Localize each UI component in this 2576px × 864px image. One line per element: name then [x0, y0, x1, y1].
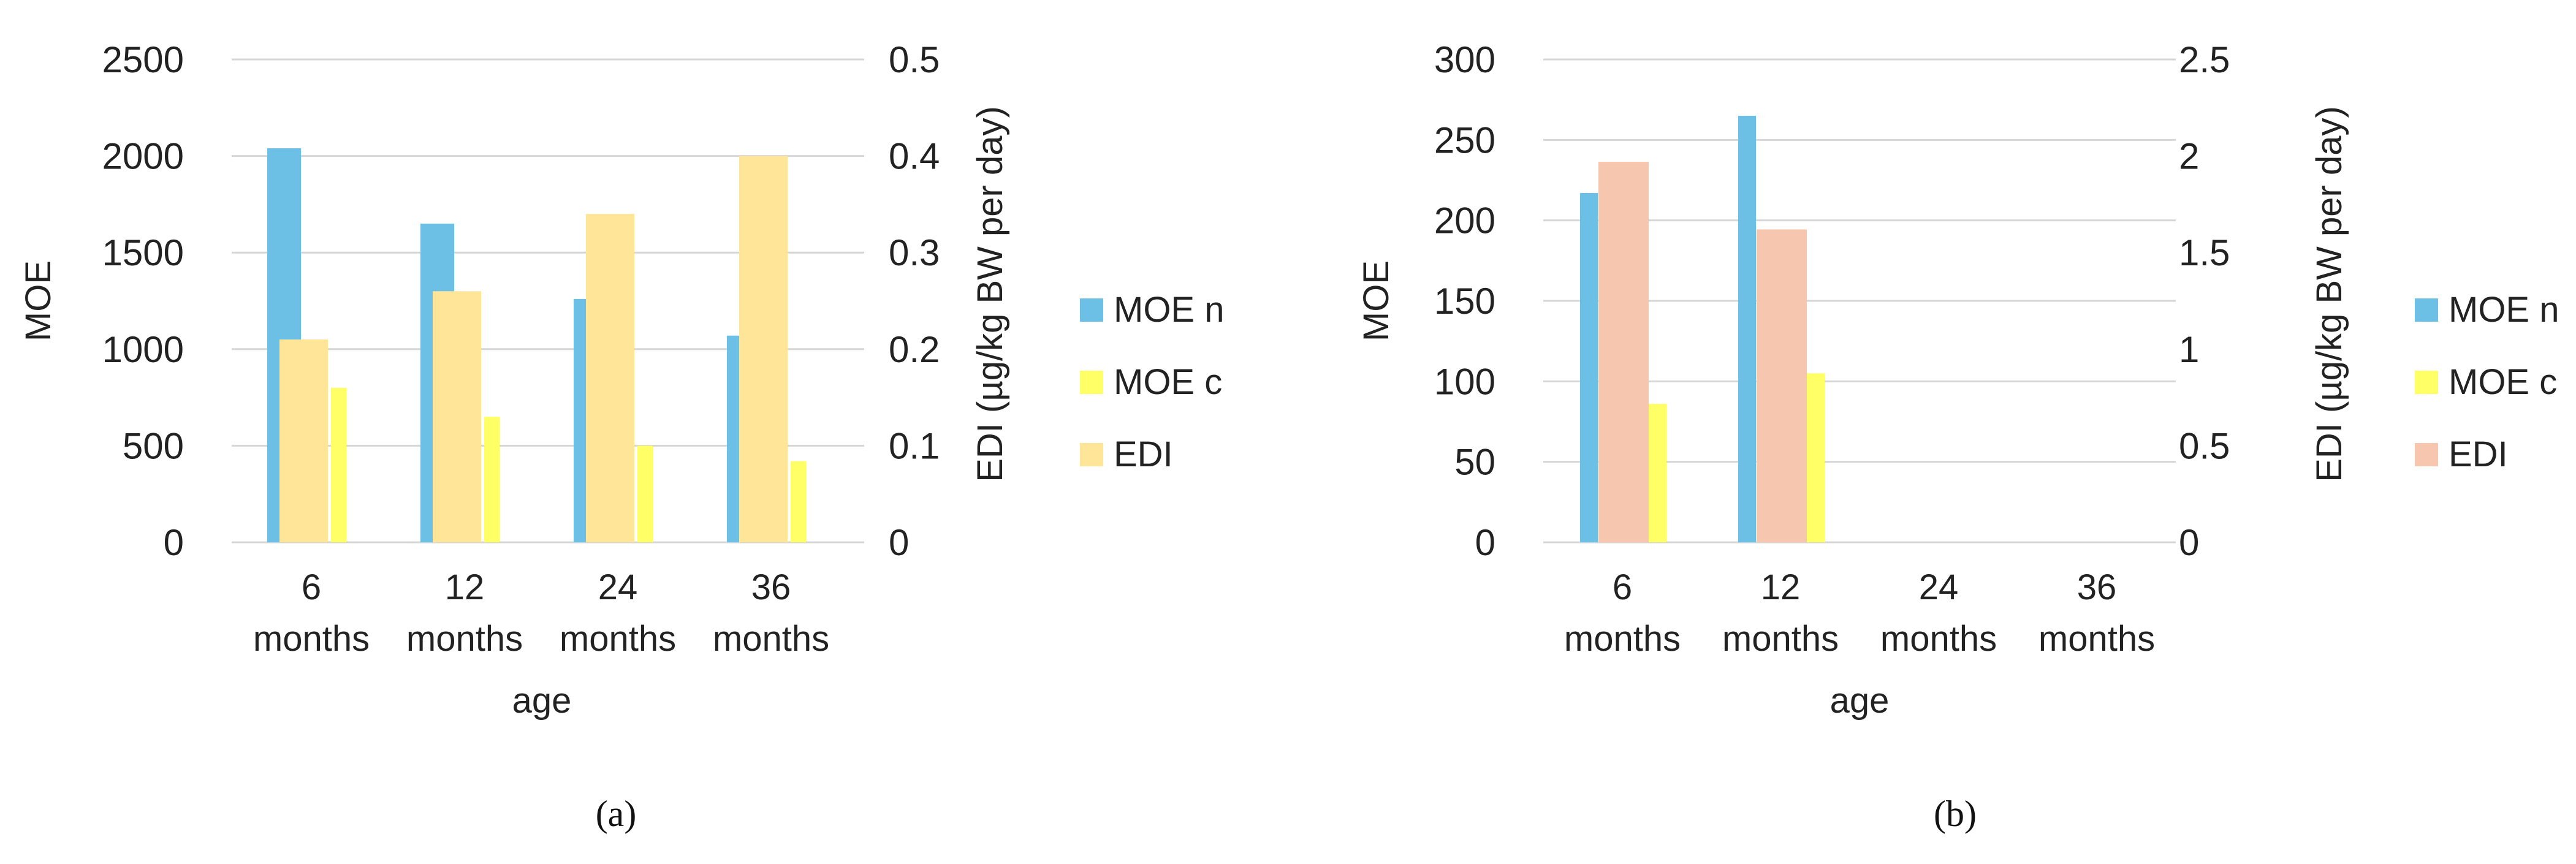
legend-swatch — [1080, 443, 1103, 466]
x-tick-label: 6 — [302, 567, 321, 607]
bar-edi — [1757, 229, 1807, 542]
y-tick-label: 250 — [1434, 119, 1495, 161]
panel-label: (b) — [1934, 794, 1977, 834]
legend-swatch — [1080, 371, 1103, 394]
y2-tick-label: 1.5 — [2179, 232, 2230, 273]
legend-swatch — [1080, 298, 1103, 322]
bar-moe-n — [1580, 193, 1598, 543]
y2-tick-label: 0.2 — [889, 329, 940, 370]
x-tick-label: 24 — [1919, 567, 1959, 607]
legend-entry: MOE n — [2449, 290, 2559, 330]
x-tick-label: 24 — [598, 567, 638, 607]
y-tick-label: 0 — [1475, 522, 1495, 563]
y2-tick-label: 0 — [2179, 522, 2199, 563]
bar-moe-c — [637, 445, 653, 542]
x-tick-label: 12 — [445, 567, 485, 607]
bar-edi — [433, 291, 481, 542]
y2-tick-label: 0.1 — [889, 425, 940, 466]
y2-tick-label: 0.5 — [2179, 425, 2230, 466]
bar-moe-c — [791, 461, 806, 542]
legend-swatch — [2415, 371, 2438, 394]
bar-edi — [586, 214, 634, 542]
y2-axis-title: EDI (µg/kg BW per day) — [970, 106, 1010, 482]
y2-tick-label: 0.5 — [889, 39, 940, 80]
legend-entry: EDI — [2449, 434, 2508, 474]
legend-entry: MOE n — [1114, 290, 1225, 330]
x-tick-label: months — [1564, 619, 1681, 659]
x-tick-label: 36 — [2077, 567, 2117, 607]
x-tick-label: months — [1880, 619, 1997, 659]
x-tick-label: months — [713, 619, 829, 659]
x-tick-label: months — [2038, 619, 2155, 659]
y2-tick-label: 1 — [2179, 329, 2199, 370]
bar-moe-c — [1807, 373, 1825, 542]
y-tick-label: 100 — [1434, 361, 1495, 402]
bar-moe-c — [331, 387, 346, 542]
x-tick-label: 6 — [1613, 567, 1632, 607]
bar-moe-n — [1738, 115, 1756, 542]
y-tick-label: 500 — [123, 425, 184, 466]
y-tick-label: 2500 — [102, 39, 184, 80]
y2-tick-label: 2 — [2179, 136, 2199, 177]
x-axis-title: age — [512, 681, 572, 721]
y-tick-label: 2000 — [102, 136, 184, 177]
y-tick-label: 1000 — [102, 329, 184, 370]
legend-entry: MOE c — [1114, 362, 1222, 402]
bar-edi — [1598, 162, 1649, 542]
legend-swatch — [2415, 298, 2438, 322]
legend-entry: MOE c — [2449, 362, 2557, 402]
y-tick-label: 1500 — [102, 232, 184, 273]
legend-swatch — [2415, 443, 2438, 466]
x-axis-title: age — [1830, 681, 1890, 721]
y-axis-title: MOE — [1356, 260, 1396, 341]
panel-label: (a) — [596, 794, 637, 834]
y2-tick-label: 2.5 — [2179, 39, 2230, 80]
legend-entry: EDI — [1114, 434, 1173, 474]
y2-tick-label: 0.4 — [889, 136, 940, 177]
bar-moe-c — [484, 417, 500, 542]
y2-tick-label: 0 — [889, 522, 909, 563]
x-tick-label: months — [406, 619, 523, 659]
y2-axis-title: EDI (µg/kg BW per day) — [2309, 106, 2349, 482]
x-tick-label: months — [1722, 619, 1839, 659]
bar-edi — [739, 156, 788, 543]
x-tick-label: months — [560, 619, 676, 659]
y-tick-label: 0 — [164, 522, 184, 563]
x-tick-label: 36 — [751, 567, 791, 607]
y-axis-title: MOE — [18, 260, 58, 341]
x-tick-label: 12 — [1761, 567, 1801, 607]
bar-moe-c — [1649, 404, 1666, 542]
y-tick-label: 50 — [1454, 442, 1495, 483]
bar-edi — [279, 339, 328, 542]
y-tick-label: 200 — [1434, 200, 1495, 241]
x-tick-label: months — [253, 619, 370, 659]
chart-panel-a: 0 500 1000 1500 2000 2500 0 0.1 0.2 0.3 0.4 0.5 MOE E… — [18, 39, 1225, 834]
y-tick-label: 150 — [1434, 281, 1495, 322]
y-tick-label: 300 — [1434, 39, 1495, 80]
chart-panel-b: 0 50 100 150 200 250 300 0 0.5 1 1.5 2 2.5 MOE EDI (µg… — [1356, 39, 2559, 834]
y2-tick-label: 0.3 — [889, 232, 940, 273]
